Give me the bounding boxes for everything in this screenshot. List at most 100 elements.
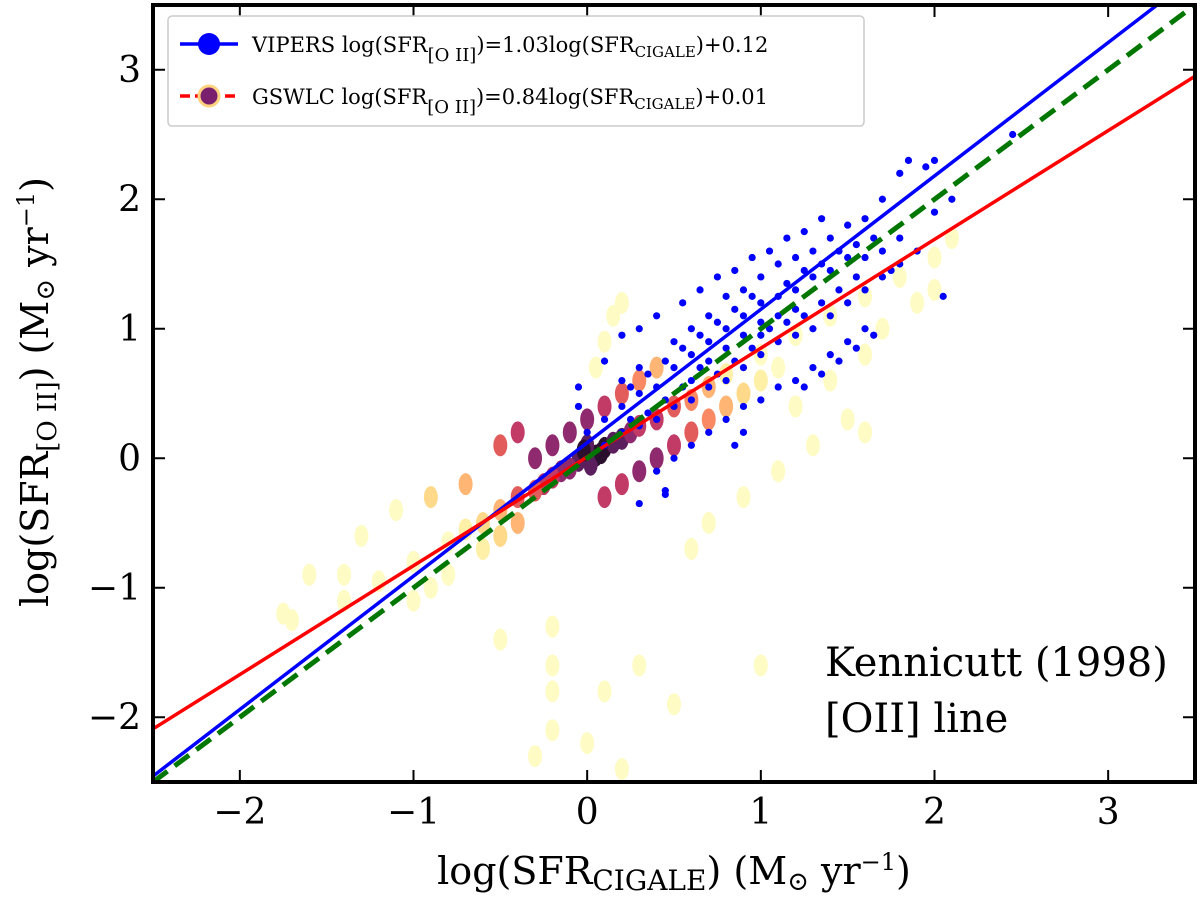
vipers-point [791, 253, 800, 262]
gswlc-density-cell [337, 563, 352, 586]
vipers-point [670, 454, 678, 462]
gswlc-density-cell [667, 693, 681, 716]
vipers-point [844, 299, 852, 307]
gswlc-density-cell [614, 758, 629, 781]
x-tick-label: −2 [213, 792, 266, 833]
vipers-point [705, 357, 713, 365]
legend-gswlc-label: GSWLC log(SFR[O II])=0.84log(SFRCIGALE)+… [252, 85, 768, 118]
vipers-point [653, 312, 661, 320]
axis-ticks: −2 −1 0 1 2 3 −2 −1 0 1 2 3 [88, 5, 1195, 833]
gswlc-density-cell [858, 285, 873, 308]
vipers-point [705, 338, 713, 346]
vipers-point [791, 286, 800, 294]
gswlc-density-cell [545, 654, 560, 677]
fit-lines-layer [153, 5, 1195, 782]
vipers-point [635, 499, 643, 508]
vipers-point [791, 305, 800, 313]
vipers-point [930, 208, 939, 216]
gswlc-density-cell [588, 356, 603, 379]
gswlc-density-cell [805, 434, 820, 457]
gswlc-density-cell [441, 563, 456, 586]
vipers-point [774, 383, 782, 391]
vipers-point [696, 286, 704, 294]
vipers-point [809, 247, 817, 255]
gswlc-density-cell [597, 486, 612, 509]
vipers-point [757, 299, 765, 307]
x-axis-label: log(SFRCIGALE) (M⊙ yr−1) [437, 848, 911, 897]
vipers-point [835, 357, 843, 365]
plot-frame [151, 3, 1197, 784]
gswlc-density-cell [684, 537, 699, 560]
gswlc-density-cell [614, 382, 629, 405]
gswlc-density-cell [875, 317, 890, 340]
legend-vipers-label: VIPERS log(SFR[O II])=1.03log(SFRCIGALE)… [251, 33, 768, 66]
vipers-point [757, 351, 765, 359]
vipers-point [713, 318, 722, 326]
vipers-point [818, 215, 826, 223]
gswlc-density-cell [667, 434, 681, 457]
gswlc-density-cell [597, 330, 612, 353]
gswlc-density-cell [788, 395, 803, 418]
y-tick-label: 1 [118, 309, 141, 350]
gswlc-density-cell [632, 460, 647, 483]
vipers-point [748, 292, 756, 300]
vipers-point [765, 247, 774, 255]
vipers-point [809, 364, 817, 372]
vipers-point [618, 376, 626, 385]
vipers-points-layer [574, 130, 1017, 508]
gswlc-density-cell [840, 408, 855, 431]
vipers-point [679, 344, 687, 352]
x-tick-label: 2 [923, 792, 946, 833]
vipers-point [852, 273, 860, 281]
vipers-point [930, 156, 939, 164]
one-to-one-line [153, 5, 1195, 782]
vipers-point [1009, 130, 1017, 139]
y-tick-label: −1 [88, 568, 141, 609]
vipers-point [600, 357, 609, 365]
gswlc-density-cell [354, 524, 369, 547]
legend-vipers-marker [198, 33, 220, 55]
vipers-point [826, 312, 834, 320]
vipers-point [757, 273, 765, 281]
gswlc-density-cell [823, 369, 838, 392]
gswlc-density-cell [510, 512, 525, 534]
vipers-point [800, 228, 808, 236]
vipers-point [835, 286, 843, 294]
gswlc-density-cell [597, 680, 612, 703]
gswlc-density-cell [493, 628, 508, 651]
gswlc-density-cell [580, 408, 595, 431]
vipers-point [722, 292, 730, 300]
vipers-point [653, 467, 661, 475]
gswlc-density-cell [597, 395, 612, 418]
gswlc-density-cell [389, 499, 404, 522]
vipers-point [896, 169, 904, 177]
gswlc-density-cell [406, 589, 421, 612]
vipers-point [826, 266, 834, 275]
vipers-point [574, 402, 583, 411]
vipers-point [791, 331, 800, 339]
vipers-point [739, 312, 748, 320]
gswlc-density-cell [753, 654, 768, 677]
vipers-point [783, 234, 791, 242]
vipers-point [844, 338, 852, 346]
gswlc-density-cell [475, 537, 490, 560]
vipers-point [618, 331, 626, 339]
gswlc-density-cell [493, 524, 508, 547]
gswlc-density-cell [423, 486, 438, 509]
vipers-point [939, 292, 947, 300]
vipers-point [861, 253, 869, 262]
vipers-point [818, 370, 826, 378]
gswlc-density-cell [858, 343, 873, 366]
vipers-point [757, 396, 765, 404]
vipers-point [739, 402, 748, 411]
vipers-point [783, 279, 791, 288]
y-tick-label: 3 [118, 50, 141, 91]
vipers-point [870, 331, 878, 339]
vipers-point [878, 247, 887, 255]
gswlc-density-cell [736, 382, 751, 405]
vipers-point [896, 234, 904, 242]
annotation-reference: Kennicutt (1998) [825, 640, 1168, 686]
vipers-point [748, 344, 756, 352]
annotation-line-name: [OII] line [825, 696, 1008, 742]
